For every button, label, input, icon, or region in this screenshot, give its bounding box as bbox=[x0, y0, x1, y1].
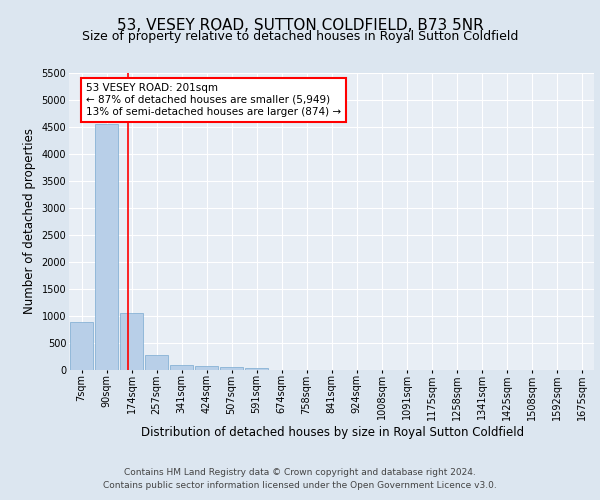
Bar bbox=[120, 312, 143, 370]
Bar bbox=[70, 322, 93, 370]
Text: 53 VESEY ROAD: 201sqm
← 87% of detached houses are smaller (5,949)
13% of semi-d: 53 VESEY ROAD: 201sqm ← 87% of detached … bbox=[86, 84, 341, 116]
Text: Contains HM Land Registry data © Crown copyright and database right 2024.: Contains HM Land Registry data © Crown c… bbox=[124, 468, 476, 477]
Bar bbox=[195, 366, 218, 370]
Bar bbox=[245, 368, 268, 370]
Bar bbox=[145, 356, 168, 370]
Text: Distribution of detached houses by size in Royal Sutton Coldfield: Distribution of detached houses by size … bbox=[142, 426, 524, 439]
Text: Contains public sector information licensed under the Open Government Licence v3: Contains public sector information licen… bbox=[103, 480, 497, 490]
Y-axis label: Number of detached properties: Number of detached properties bbox=[23, 128, 36, 314]
Bar bbox=[95, 124, 118, 370]
Bar bbox=[220, 368, 243, 370]
Text: 53, VESEY ROAD, SUTTON COLDFIELD, B73 5NR: 53, VESEY ROAD, SUTTON COLDFIELD, B73 5N… bbox=[116, 18, 484, 32]
Text: Size of property relative to detached houses in Royal Sutton Coldfield: Size of property relative to detached ho… bbox=[82, 30, 518, 43]
Bar bbox=[170, 365, 193, 370]
